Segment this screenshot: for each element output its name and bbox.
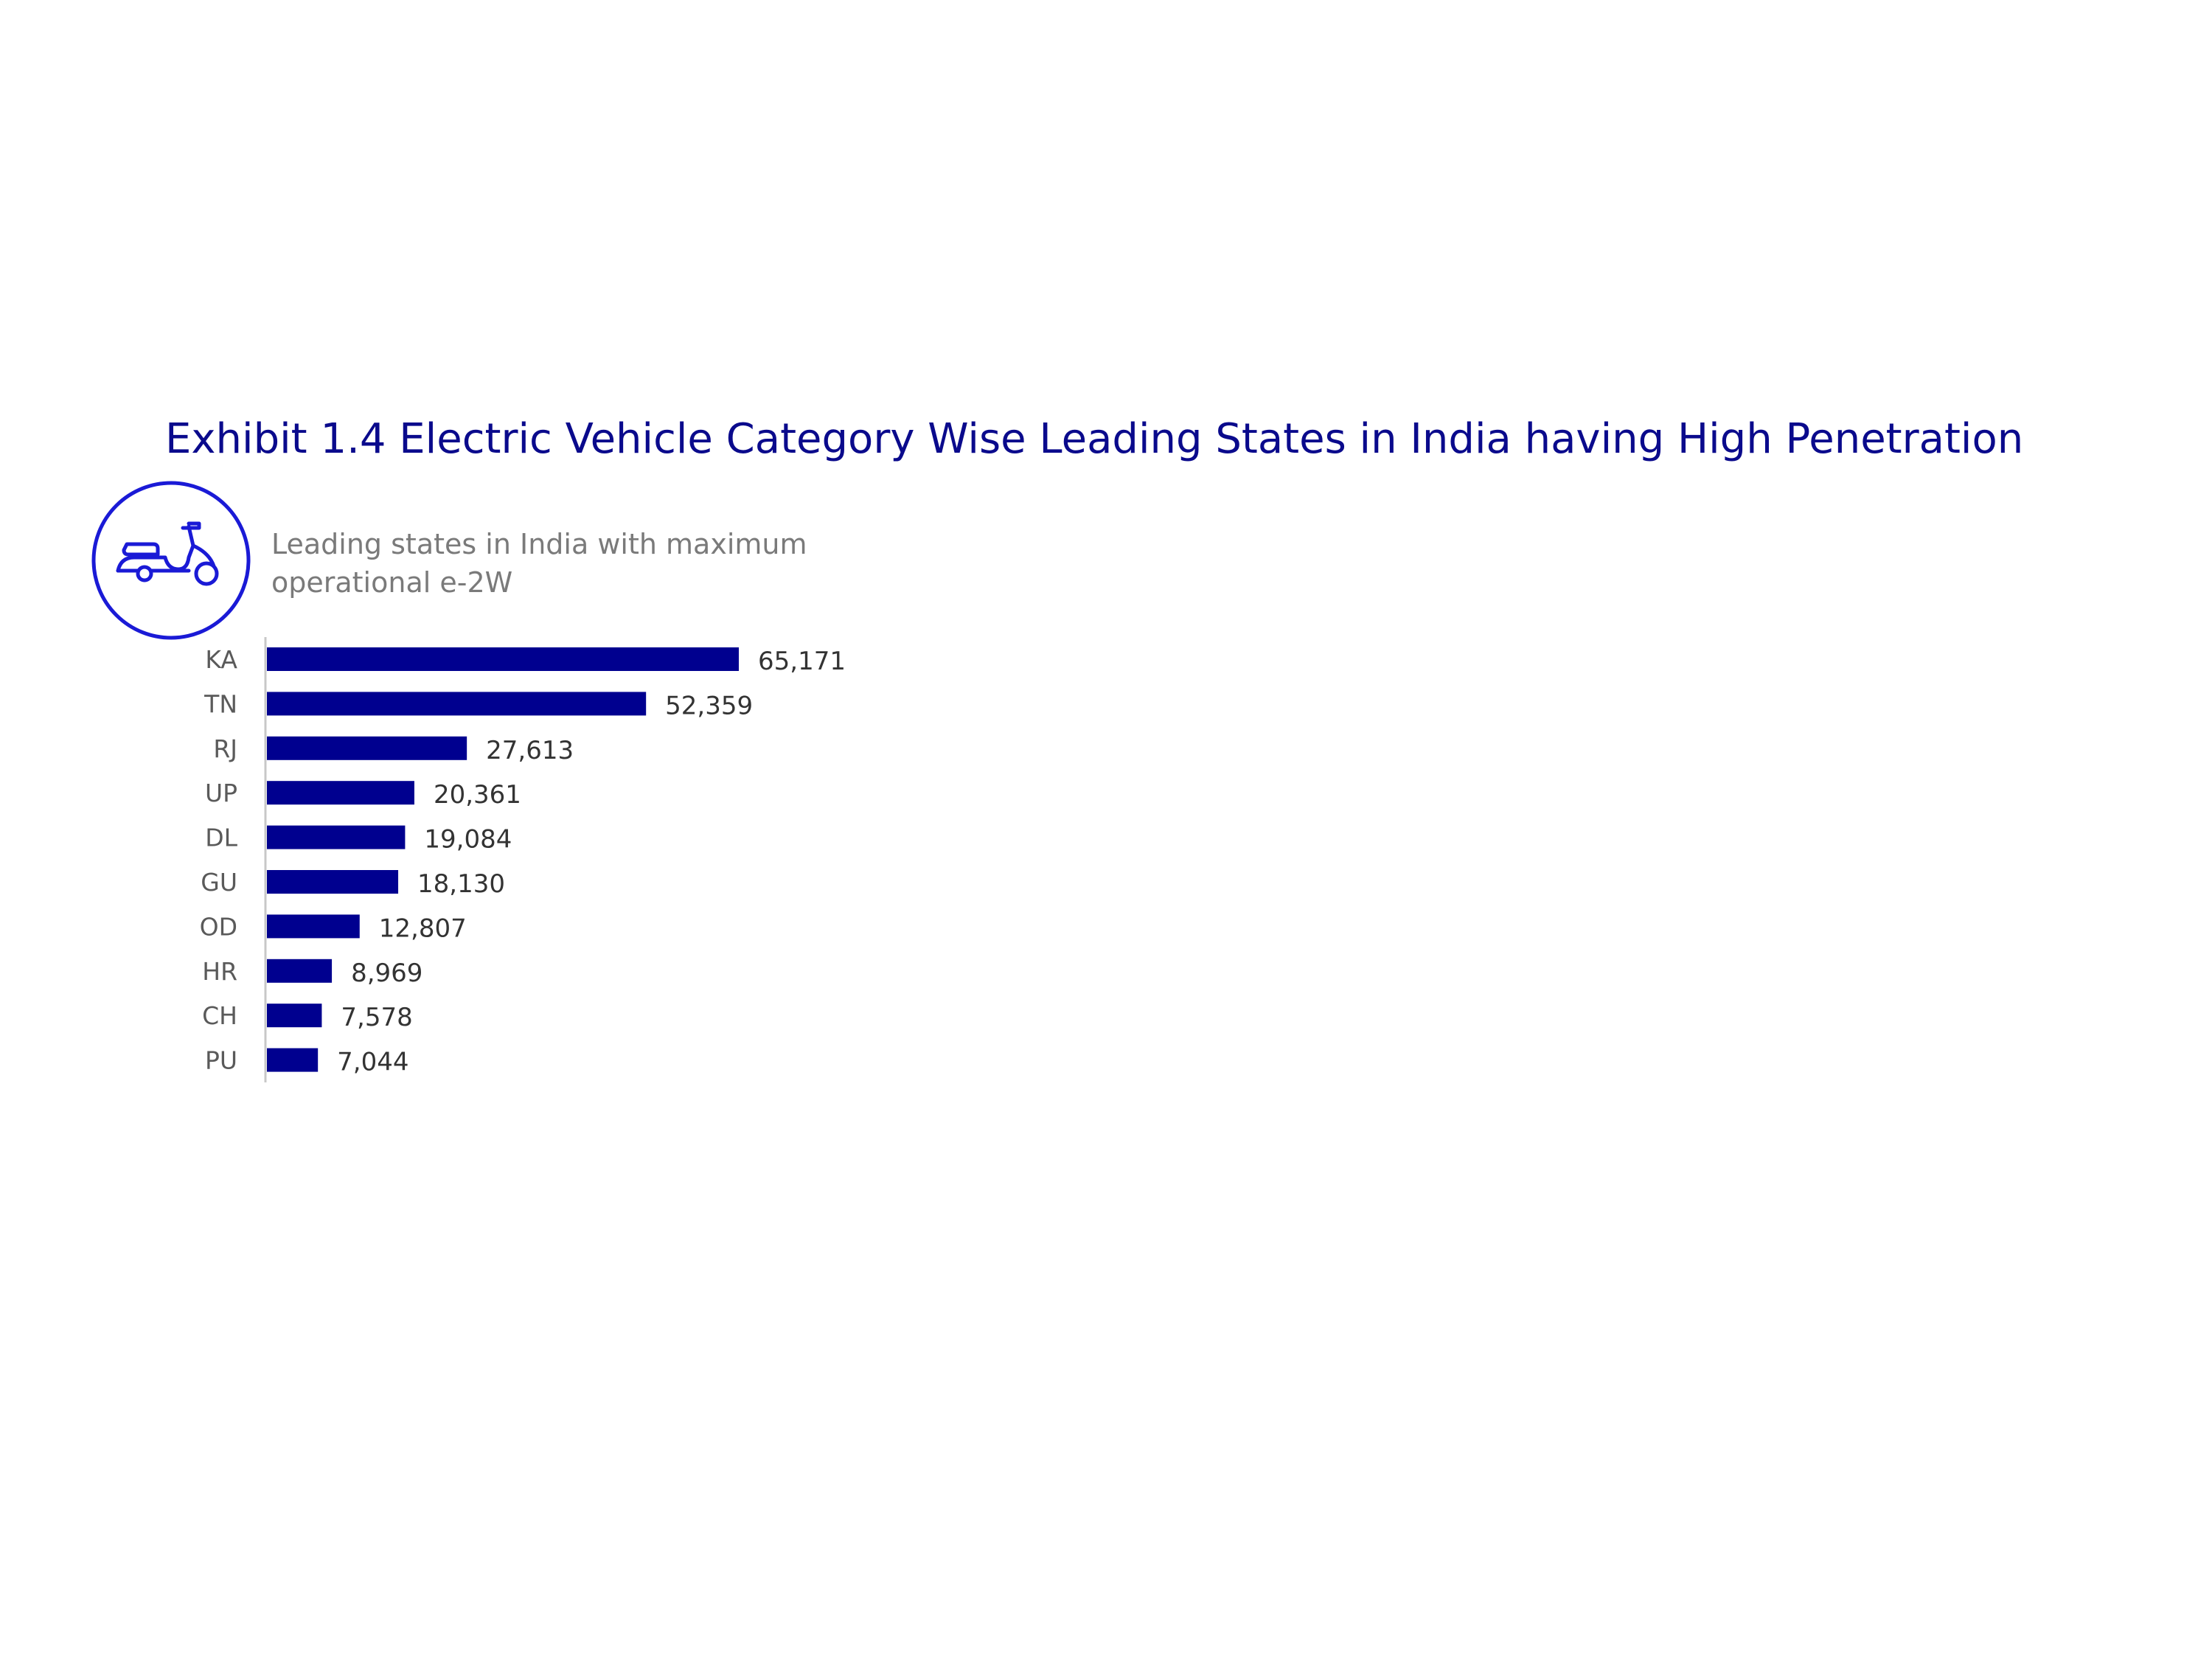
bar-rj	[267, 736, 467, 760]
category-label: PU	[205, 1046, 237, 1075]
category-label: UP	[205, 779, 237, 807]
value-label: 20,361	[434, 780, 521, 810]
category-label: GU	[201, 868, 237, 897]
category-label: HR	[202, 957, 237, 986]
value-label: 19,084	[424, 825, 512, 855]
category-label: DL	[205, 824, 237, 852]
bar-tn	[267, 692, 647, 716]
value-label: 65,171	[758, 647, 846, 676]
bar-gu	[267, 870, 399, 894]
bar-dl	[267, 825, 406, 849]
value-label: 7,044	[337, 1048, 408, 1077]
exhibit-title: Exhibit 1.4 Electric Vehicle Category Wi…	[165, 415, 2024, 463]
category-label: KA	[205, 645, 237, 674]
scooter-icon	[91, 481, 251, 640]
category-label: CH	[202, 1001, 237, 1030]
bar-ch	[267, 1004, 322, 1028]
value-label: 27,613	[486, 736, 574, 765]
value-label: 8,969	[351, 959, 422, 988]
chart-subtitle-line-1: Leading states in India with maximum	[271, 528, 807, 560]
chart-subtitle: Leading states in India with maximum ope…	[271, 525, 935, 602]
value-label: 7,578	[341, 1003, 412, 1032]
bar-pu	[267, 1048, 319, 1072]
category-label: RJ	[213, 734, 237, 763]
category-label: TN	[204, 689, 237, 718]
bar-hr	[267, 959, 333, 983]
category-label: OD	[200, 912, 237, 941]
bar-ka	[267, 647, 739, 671]
value-label: 52,359	[665, 691, 753, 720]
bar-od	[267, 914, 360, 939]
bar-up	[267, 781, 414, 805]
value-label: 12,807	[379, 914, 467, 943]
value-label: 18,130	[417, 869, 505, 899]
chart-subtitle-line-2: operational e-2W	[271, 566, 513, 599]
